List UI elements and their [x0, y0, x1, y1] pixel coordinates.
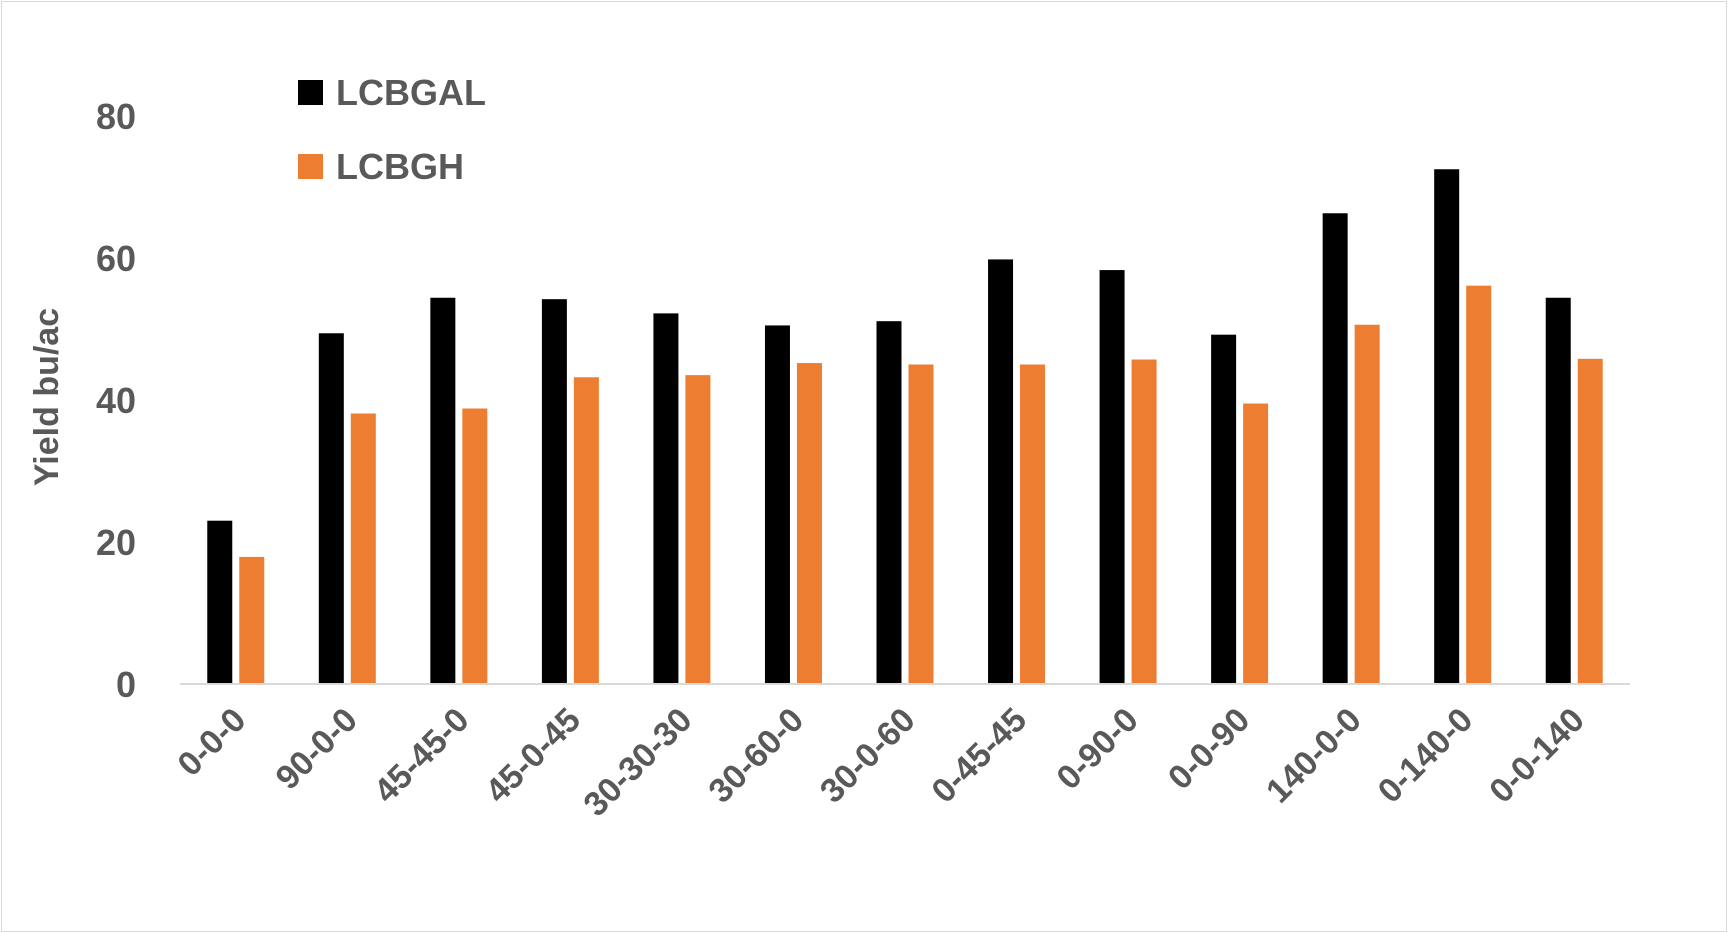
- bar-lcbgh: [1243, 403, 1269, 684]
- legend-swatch-lcbgh: [298, 154, 323, 179]
- bar-lcbgal: [1322, 213, 1348, 684]
- x-tick-label: 30-0-60: [813, 701, 923, 811]
- y-tick-label: 40: [96, 380, 136, 421]
- bar-lcbgal: [1545, 297, 1571, 684]
- bar-lcbgal: [1211, 334, 1237, 684]
- x-tick-label: 0-90-0: [1049, 701, 1145, 797]
- bar-lcbgh: [350, 413, 376, 684]
- legend-label: LCBGAL: [336, 72, 486, 113]
- bar-lcbgh: [1131, 359, 1157, 684]
- x-tick-label: 0-0-140: [1482, 701, 1592, 811]
- bar-lcbgal: [541, 299, 567, 684]
- bar-lcbgal: [1099, 270, 1125, 684]
- x-tick-label: 45-0-45: [478, 701, 588, 811]
- x-tick-label: 45-45-0: [367, 701, 477, 811]
- x-tick-label: 140-0-0: [1259, 701, 1369, 811]
- bar-lcbgal: [1434, 169, 1460, 684]
- bar-lcbgh: [462, 408, 488, 684]
- legend-label: LCBGH: [336, 146, 464, 187]
- bar-lcbgal: [207, 520, 233, 684]
- bar-lcbgal: [876, 321, 902, 684]
- bar-lcbgh: [1577, 358, 1603, 684]
- bar-lcbgal: [988, 259, 1014, 684]
- bar-lcbgh: [1354, 324, 1380, 684]
- bar-lcbgh: [1020, 364, 1046, 684]
- x-tick-label: 30-60-0: [701, 701, 811, 811]
- bar-lcbgal: [653, 313, 679, 684]
- x-tick-label: 0-0-90: [1161, 701, 1257, 797]
- bar-lcbgh: [685, 375, 711, 684]
- y-tick-label: 80: [96, 96, 136, 137]
- y-tick-label: 20: [96, 522, 136, 563]
- y-tick-label: 60: [96, 238, 136, 279]
- bar-lcbgal: [764, 325, 790, 684]
- x-tick-label: 30-30-30: [576, 701, 699, 824]
- x-tick-label: 0-45-45: [924, 701, 1034, 811]
- y-axis-label: Yield bu/ac: [28, 308, 66, 486]
- x-tick-label: 90-0-0: [269, 701, 365, 797]
- bar-lcbgh: [908, 364, 934, 684]
- legend-swatch-lcbgal: [298, 80, 323, 105]
- bar-lcbgal: [430, 297, 456, 684]
- bar-lcbgh: [1466, 285, 1492, 684]
- bar-lcbgh: [573, 377, 599, 684]
- bar-lcbgh: [796, 363, 822, 684]
- x-tick-label: 0-0-0: [170, 701, 253, 784]
- bar-lcbgh: [239, 556, 265, 684]
- y-tick-label: 0: [116, 664, 136, 705]
- x-tick-label: 0-140-0: [1371, 701, 1481, 811]
- bar-lcbgal: [318, 333, 344, 684]
